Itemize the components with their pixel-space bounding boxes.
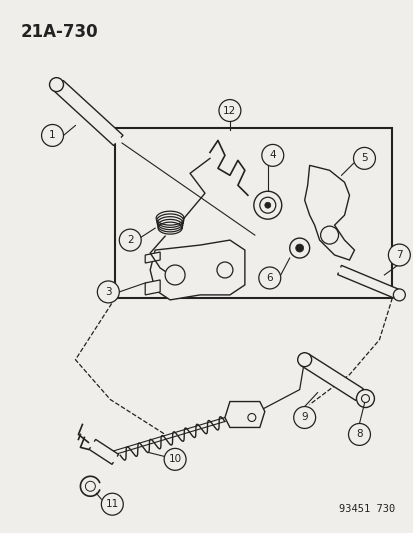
Circle shape [295, 244, 303, 252]
Circle shape [320, 226, 338, 244]
Circle shape [392, 289, 404, 301]
Text: 93451 730: 93451 730 [338, 504, 394, 514]
Text: 12: 12 [223, 106, 236, 116]
Circle shape [247, 414, 255, 422]
Circle shape [259, 197, 275, 213]
Circle shape [218, 100, 240, 122]
Polygon shape [89, 439, 118, 464]
Polygon shape [337, 265, 400, 300]
Text: 1: 1 [49, 131, 56, 140]
Circle shape [258, 267, 280, 289]
Circle shape [387, 244, 409, 266]
Polygon shape [150, 240, 244, 300]
Circle shape [101, 493, 123, 515]
Circle shape [253, 191, 281, 219]
Circle shape [119, 229, 141, 251]
Text: 9: 9 [301, 413, 307, 423]
Circle shape [297, 353, 311, 367]
Circle shape [97, 281, 119, 303]
Text: 8: 8 [355, 430, 362, 439]
Text: 3: 3 [105, 287, 112, 297]
Text: 7: 7 [395, 250, 402, 260]
Circle shape [361, 394, 368, 402]
Polygon shape [145, 252, 160, 263]
Circle shape [348, 424, 370, 446]
Circle shape [41, 125, 63, 147]
Polygon shape [54, 80, 123, 146]
Text: 10: 10 [168, 454, 181, 464]
Polygon shape [145, 280, 160, 295]
Circle shape [353, 148, 375, 169]
Circle shape [289, 238, 309, 258]
Circle shape [85, 481, 95, 491]
Circle shape [293, 407, 315, 429]
Polygon shape [300, 354, 362, 400]
Circle shape [356, 390, 373, 408]
Circle shape [50, 78, 63, 92]
Text: 4: 4 [269, 150, 275, 160]
Polygon shape [224, 401, 264, 427]
Polygon shape [304, 165, 354, 260]
Circle shape [165, 265, 185, 285]
Circle shape [264, 202, 270, 208]
Text: 21A-730: 21A-730 [21, 23, 98, 41]
Text: 2: 2 [127, 235, 133, 245]
Circle shape [216, 262, 233, 278]
Circle shape [164, 448, 185, 470]
Circle shape [261, 144, 283, 166]
Text: 5: 5 [360, 154, 367, 163]
Text: 6: 6 [266, 273, 273, 283]
Text: 11: 11 [105, 499, 119, 509]
Bar [115, 128, 392, 298]
